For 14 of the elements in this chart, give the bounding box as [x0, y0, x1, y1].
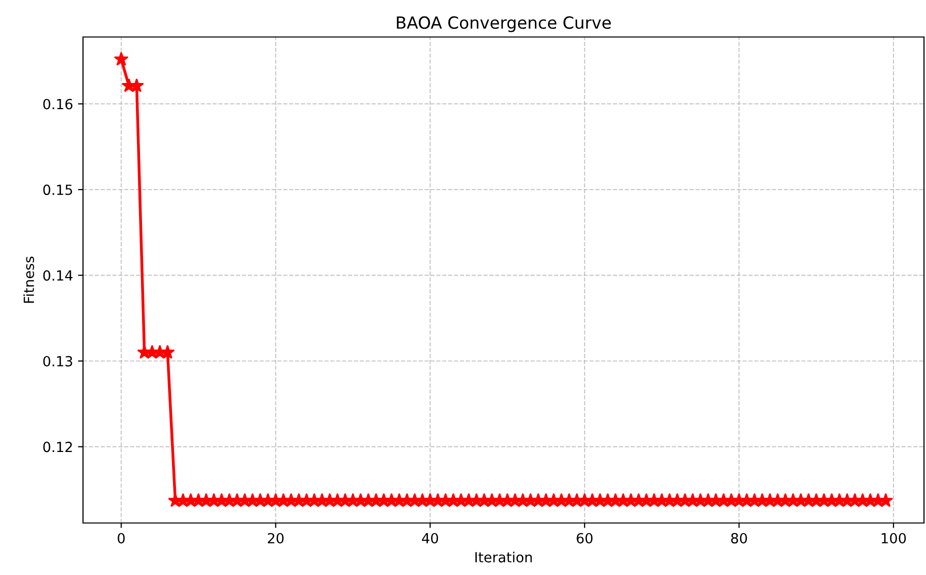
x-tick-label: 100: [882, 532, 906, 544]
x-axis-title: Iteration: [475, 552, 532, 562]
y-tick-label: 0.14: [43, 270, 72, 281]
x-tick-label: 60: [576, 532, 592, 544]
y-tick-label: 0.15: [43, 184, 72, 196]
x-tick-label: 20: [268, 532, 284, 544]
x-tick-label: 80: [731, 532, 747, 544]
y-tick-label: 0.12: [43, 442, 72, 452]
x-tick-label: 0: [118, 532, 125, 544]
y-tick-label: 0.16: [43, 98, 72, 110]
y-tick-label: 0.13: [43, 356, 72, 366]
x-tick-label: 40: [422, 532, 438, 544]
chart-title: BAOA Convergence Curve: [396, 16, 611, 32]
y-axis-title: Fitness: [23, 256, 34, 303]
